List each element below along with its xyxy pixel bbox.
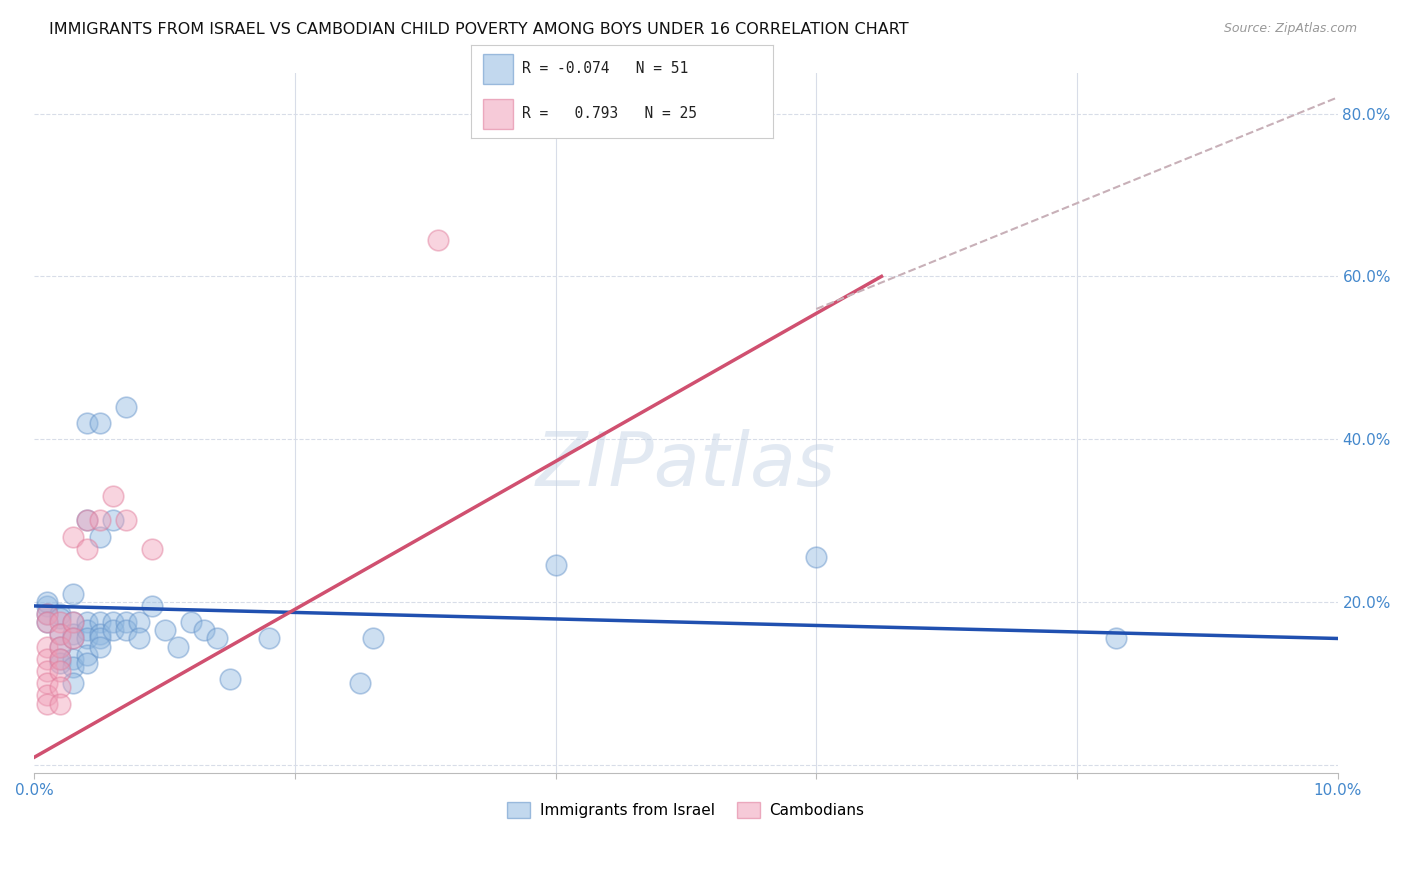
Point	[37, 607, 59, 621]
Point	[128, 615, 150, 630]
Point	[62, 676, 84, 690]
Point	[62, 627, 84, 641]
Point	[76, 656, 98, 670]
Point	[205, 632, 228, 646]
Point	[62, 530, 84, 544]
Point	[257, 632, 280, 646]
Point	[427, 233, 450, 247]
Text: ZIPatlas: ZIPatlas	[536, 429, 837, 500]
Point	[76, 416, 98, 430]
Point	[49, 681, 72, 695]
Point	[89, 640, 111, 654]
Point	[76, 514, 98, 528]
Point	[153, 624, 176, 638]
Point	[37, 652, 59, 666]
Point	[49, 697, 72, 711]
Point	[37, 697, 59, 711]
Point	[37, 689, 59, 703]
Point	[37, 607, 59, 621]
Point	[76, 541, 98, 556]
Point	[89, 632, 111, 646]
Point	[62, 615, 84, 630]
Point	[62, 615, 84, 630]
Point	[89, 514, 111, 528]
Point	[166, 640, 188, 654]
Point	[114, 624, 136, 638]
Point	[49, 611, 72, 625]
Point	[361, 632, 384, 646]
Point	[349, 676, 371, 690]
Point	[62, 632, 84, 646]
Point	[141, 599, 163, 613]
Point	[62, 660, 84, 674]
Point	[180, 615, 202, 630]
Point	[218, 672, 240, 686]
Point	[89, 530, 111, 544]
Point	[141, 541, 163, 556]
Point	[37, 615, 59, 630]
Point	[544, 558, 567, 573]
Text: R =   0.793   N = 25: R = 0.793 N = 25	[523, 106, 697, 121]
Point	[101, 489, 124, 503]
Point	[76, 624, 98, 638]
Point	[49, 664, 72, 678]
Bar	[484, 54, 513, 84]
Legend: Immigrants from Israel, Cambodians: Immigrants from Israel, Cambodians	[502, 797, 870, 824]
Point	[49, 607, 72, 621]
Point	[76, 514, 98, 528]
Point	[62, 587, 84, 601]
Text: IMMIGRANTS FROM ISRAEL VS CAMBODIAN CHILD POVERTY AMONG BOYS UNDER 16 CORRELATIO: IMMIGRANTS FROM ISRAEL VS CAMBODIAN CHIL…	[49, 22, 908, 37]
Point	[1105, 632, 1128, 646]
Point	[114, 615, 136, 630]
Point	[76, 648, 98, 662]
Point	[114, 400, 136, 414]
Point	[37, 615, 59, 630]
Point	[49, 627, 72, 641]
Point	[114, 514, 136, 528]
Point	[37, 664, 59, 678]
Point	[89, 627, 111, 641]
Point	[89, 416, 111, 430]
Point	[101, 615, 124, 630]
Point	[37, 676, 59, 690]
Point	[806, 550, 828, 565]
Text: Source: ZipAtlas.com: Source: ZipAtlas.com	[1223, 22, 1357, 36]
Point	[76, 615, 98, 630]
Point	[49, 627, 72, 641]
Bar	[484, 99, 513, 129]
Point	[49, 652, 72, 666]
Point	[49, 640, 72, 654]
Point	[37, 599, 59, 613]
Point	[76, 632, 98, 646]
Point	[62, 652, 84, 666]
Point	[49, 640, 72, 654]
Point	[49, 656, 72, 670]
Point	[49, 615, 72, 630]
Point	[101, 514, 124, 528]
Point	[128, 632, 150, 646]
Text: R = -0.074   N = 51: R = -0.074 N = 51	[523, 62, 689, 77]
Point	[37, 640, 59, 654]
Point	[62, 632, 84, 646]
Point	[49, 652, 72, 666]
Point	[101, 624, 124, 638]
Point	[193, 624, 215, 638]
Point	[37, 595, 59, 609]
Point	[89, 615, 111, 630]
